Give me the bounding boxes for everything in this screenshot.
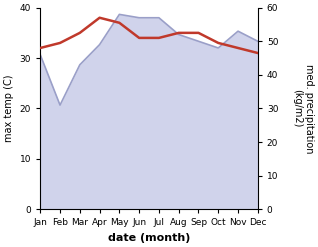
Y-axis label: max temp (C): max temp (C) (4, 75, 14, 142)
Y-axis label: med. precipitation
(kg/m2): med. precipitation (kg/m2) (292, 64, 314, 153)
X-axis label: date (month): date (month) (108, 233, 190, 243)
